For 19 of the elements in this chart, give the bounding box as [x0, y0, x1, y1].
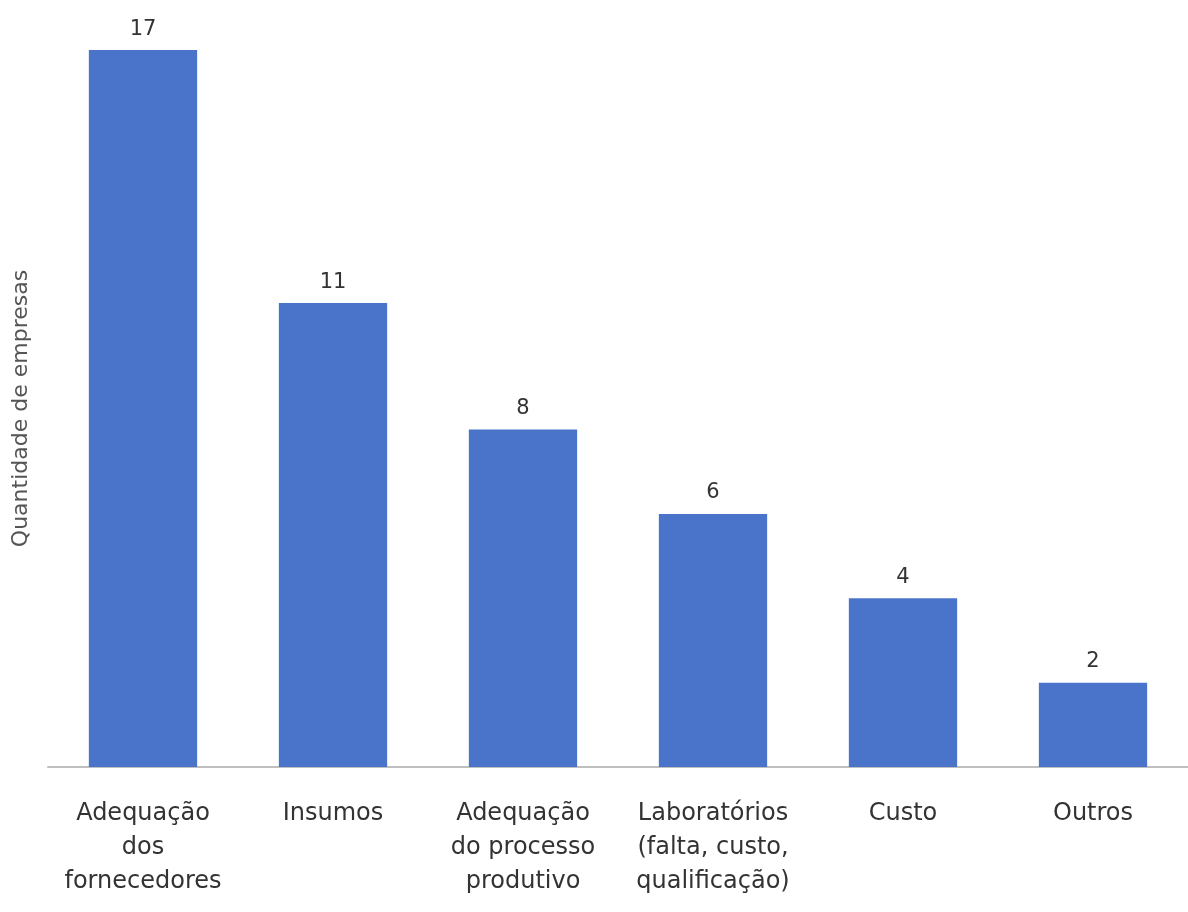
bar	[88, 50, 198, 767]
data-label: 17	[129, 15, 157, 40]
y-axis-title: Quantidade de empresas	[6, 269, 32, 548]
x-tick-label: Laboratórios (falta, custo, qualificação)	[636, 798, 790, 894]
bar	[1038, 682, 1148, 767]
x-tick-label: Adequação dos fornecedores	[64, 798, 222, 894]
data-label: 8	[516, 395, 530, 420]
bar	[848, 598, 958, 767]
x-tick-label: Custo	[868, 798, 938, 826]
data-label: 4	[896, 563, 910, 588]
bar	[658, 513, 768, 767]
bar	[468, 429, 578, 767]
x-tick-label: Insumos	[282, 798, 384, 826]
bar	[278, 303, 388, 767]
x-tick-label: Adequação do processo produtivo	[450, 798, 596, 894]
data-label: 6	[706, 479, 720, 504]
data-label: 11	[319, 268, 347, 293]
x-tick-label: Outros	[1052, 798, 1134, 826]
data-label: 2	[1086, 648, 1100, 673]
